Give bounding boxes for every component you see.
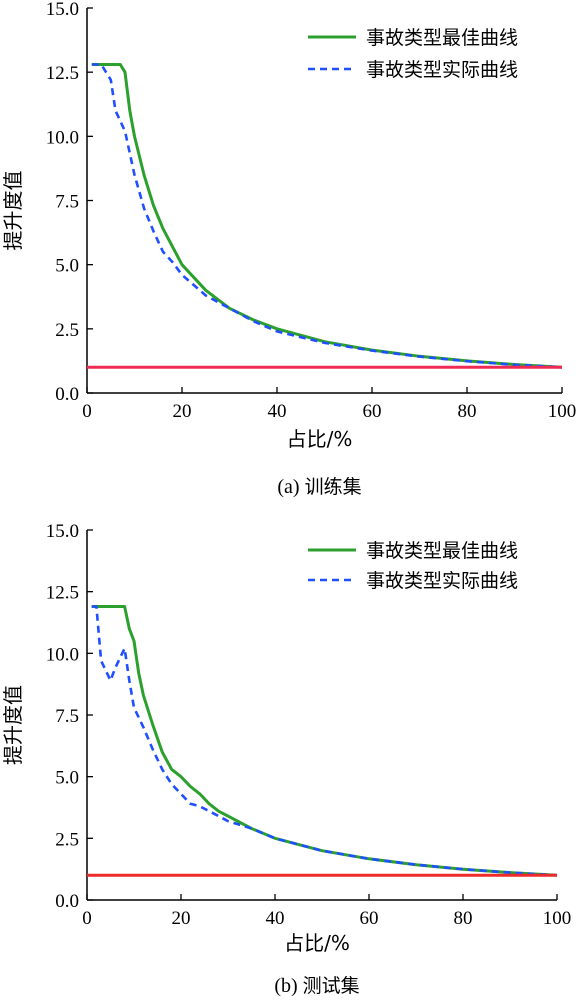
- y-tick-label: 5.0: [55, 768, 79, 789]
- series-line-actual: [91, 63, 563, 369]
- y-tick-label: 2.5: [55, 320, 79, 341]
- x-tick-label: 0: [82, 401, 92, 422]
- series-line-actual: [91, 605, 558, 877]
- panel-caption: (a) 训练集: [277, 476, 361, 498]
- caption-prefix: (a): [277, 476, 304, 498]
- x-tick-label: 100: [543, 908, 572, 929]
- chart-panel-a: 0.0 2.5 5.0 7.5 10.0 12.5 15.0 0 20 40 60 80 100 占比/%…: [1, 0, 576, 498]
- x-axis-label: 占比/%: [287, 427, 353, 451]
- legend-label: 事故类型最佳曲线: [366, 27, 518, 49]
- x-tick-label: 100: [548, 401, 577, 422]
- legend-label: 事故类型实际曲线: [366, 570, 518, 592]
- x-tick-label: 40: [266, 908, 285, 929]
- series-line-best: [91, 63, 563, 369]
- y-tick-label: 15.0: [46, 0, 79, 20]
- y-tick-label: 5.0: [55, 256, 79, 277]
- y-tick-label: 12.5: [46, 63, 79, 84]
- panel-caption: (b) 测试集: [274, 975, 359, 997]
- x-tick-label: 0: [82, 908, 92, 929]
- y-tick-label: 2.5: [55, 829, 79, 850]
- y-tick-label: 10.0: [46, 127, 79, 148]
- x-tick-label: 60: [360, 908, 379, 929]
- x-tick-label: 20: [172, 908, 191, 929]
- legend-label: 事故类型实际曲线: [366, 59, 518, 81]
- y-tick-label: 0.0: [55, 891, 79, 912]
- y-tick-label: 7.5: [55, 706, 79, 727]
- y-axis-label: 提升度值: [1, 171, 25, 251]
- x-tick-label: 20: [173, 401, 192, 422]
- caption-title: 训练集: [305, 476, 362, 498]
- series-line-best: [91, 605, 558, 877]
- x-tick-label: 80: [454, 908, 473, 929]
- x-tick-label: 40: [268, 401, 287, 422]
- y-tick-label: 0.0: [55, 384, 79, 405]
- y-tick-label: 7.5: [55, 192, 79, 213]
- y-tick-label: 15.0: [46, 521, 79, 542]
- y-tick-label: 12.5: [46, 583, 79, 604]
- y-axis-label: 提升度值: [1, 685, 25, 765]
- x-axis-label: 占比/%: [284, 931, 350, 955]
- x-tick-label: 80: [458, 401, 477, 422]
- caption-prefix: (b): [274, 975, 302, 997]
- legend-label: 事故类型最佳曲线: [366, 540, 518, 562]
- chart-panel-b: 0.0 2.5 5.0 7.5 10.0 12.5 15.0 0 20 40 60 80 100 占比/%…: [1, 521, 571, 997]
- y-tick-label: 10.0: [46, 644, 79, 665]
- caption-title: 测试集: [303, 975, 360, 997]
- x-tick-label: 60: [363, 401, 382, 422]
